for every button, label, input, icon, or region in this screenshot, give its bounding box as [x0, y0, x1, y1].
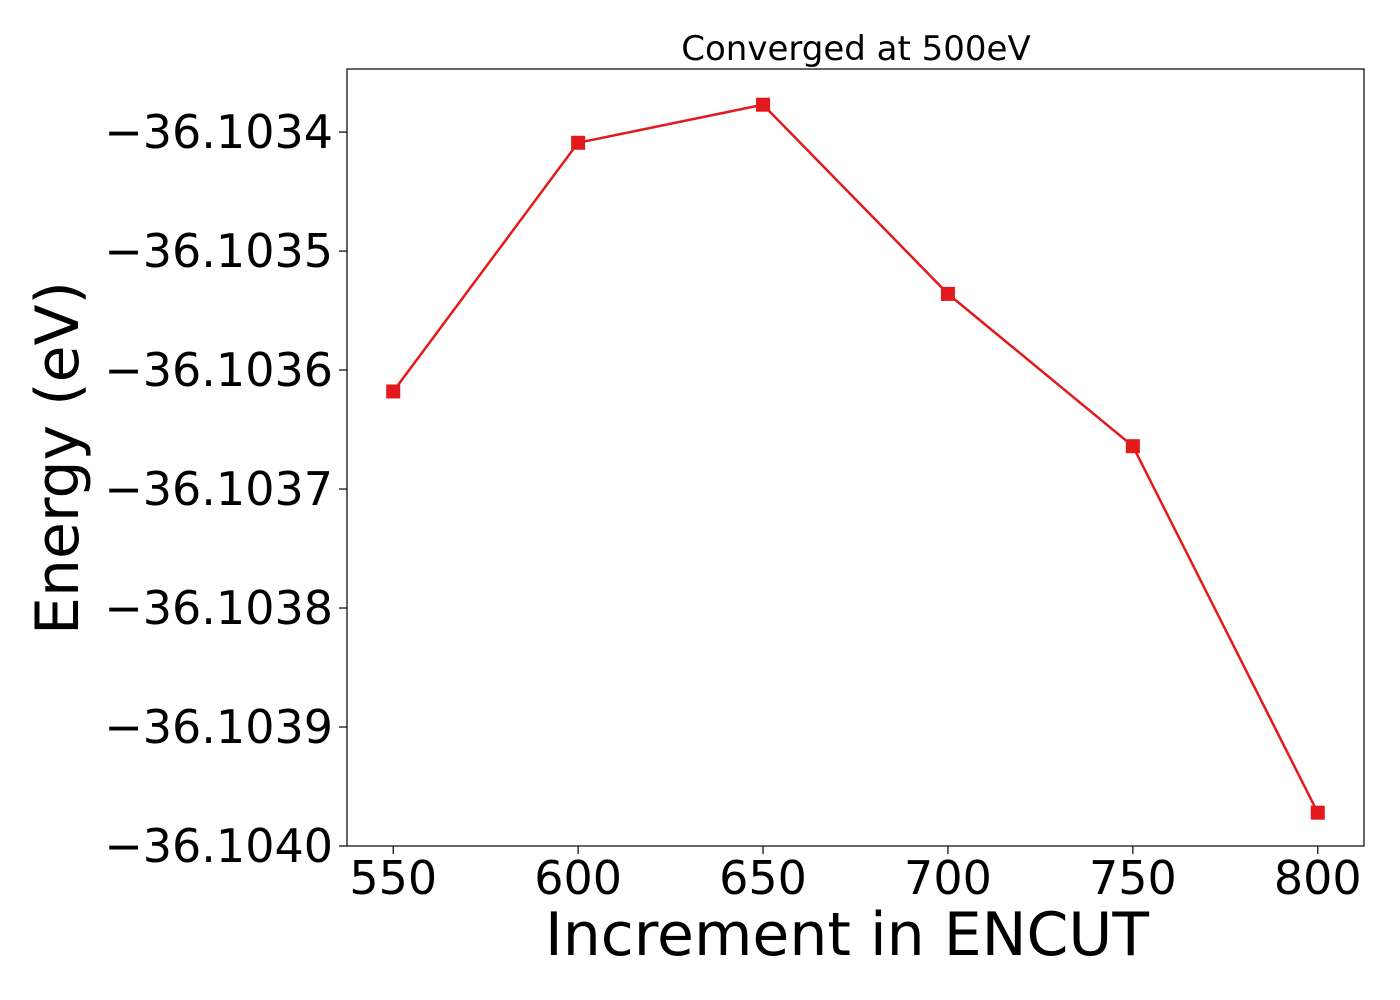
data-point-marker — [756, 97, 771, 112]
y-tick-label: −36.1036 — [104, 343, 333, 397]
data-point-marker — [386, 384, 401, 399]
x-tick-label: 700 — [904, 851, 992, 905]
x-axis: 550 600 650 700 750 800 — [349, 846, 1362, 905]
plot-frame — [346, 68, 1365, 847]
y-tick-label: −36.1037 — [104, 462, 333, 516]
data-point-marker — [940, 286, 955, 301]
y-axis-title: Energy (eV) — [23, 281, 93, 635]
x-tick-label: 750 — [1089, 851, 1177, 905]
chart-title: Converged at 500eV — [681, 29, 1030, 69]
x-tick-label: 650 — [719, 851, 807, 905]
series-line — [392, 103, 1319, 814]
y-tick-label: −36.1039 — [104, 700, 333, 754]
data-point-marker — [1125, 439, 1140, 454]
data-point-marker — [1310, 805, 1325, 820]
x-tick-label: 800 — [1274, 851, 1362, 905]
data-point-marker — [571, 135, 586, 150]
y-tick-label: −36.1040 — [104, 819, 333, 873]
x-axis-title: Increment in ENCUT — [545, 900, 1149, 970]
y-tick-label: −36.1034 — [104, 105, 333, 159]
y-tick-label: −36.1038 — [104, 581, 333, 635]
series-layer — [386, 97, 1325, 820]
y-tick-label: −36.1035 — [104, 224, 333, 278]
y-axis: −36.1034 −36.1035 −36.1036 −36.1037 −36.1038… — [104, 105, 347, 873]
x-tick-label: 600 — [534, 851, 622, 905]
x-tick-label: 550 — [349, 851, 437, 905]
